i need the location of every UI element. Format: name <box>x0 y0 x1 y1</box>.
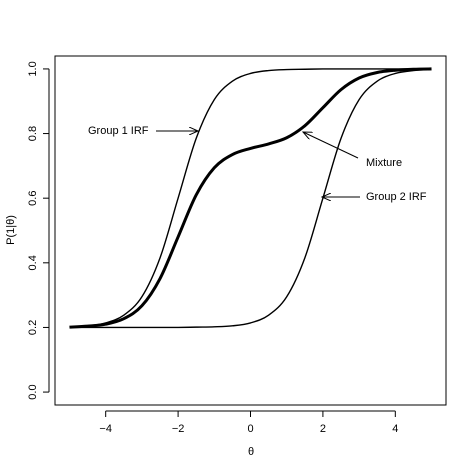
y-tick-label: 0.2 <box>27 320 39 335</box>
plot-frame <box>54 55 447 406</box>
y-tick-label: 0.8 <box>27 126 39 141</box>
x-axis-label: θ <box>248 446 254 458</box>
x-tick-label: 0 <box>247 423 253 435</box>
y-tick-label: 0.0 <box>27 384 39 399</box>
series-line <box>69 68 432 329</box>
series-line <box>69 67 432 329</box>
curve-annotation: Group 2 IRF <box>366 191 427 203</box>
curve-annotation: Group 1 IRF <box>88 125 149 137</box>
series-line <box>69 68 432 328</box>
x-tick-label: −4 <box>99 423 112 435</box>
annotation-arrow <box>303 132 359 159</box>
y-tick-label: 0.4 <box>27 255 39 270</box>
x-tick-label: 4 <box>392 423 398 435</box>
x-tick-label: −2 <box>172 423 185 435</box>
x-tick-label: 2 <box>320 423 326 435</box>
y-axis-label: P(1|θ) <box>5 215 17 245</box>
y-tick-label: 1.0 <box>27 61 39 76</box>
y-tick-label: 0.6 <box>27 191 39 206</box>
curve-annotation: Mixture <box>366 157 402 169</box>
